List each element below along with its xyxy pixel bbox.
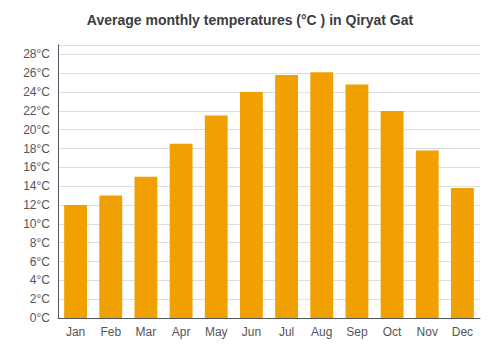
svg-text:Jul: Jul [279, 325, 294, 339]
svg-text:18°C: 18°C [23, 142, 50, 156]
svg-text:6°C: 6°C [30, 255, 50, 269]
svg-text:Sep: Sep [346, 325, 368, 339]
svg-text:Jan: Jan [66, 325, 85, 339]
svg-text:Aug: Aug [311, 325, 332, 339]
svg-text:May: May [205, 325, 228, 339]
svg-text:Nov: Nov [417, 325, 438, 339]
svg-text:4°C: 4°C [30, 273, 50, 287]
svg-text:24°C: 24°C [23, 85, 50, 99]
svg-text:10°C: 10°C [23, 217, 50, 231]
svg-text:20°C: 20°C [23, 123, 50, 137]
svg-text:28°C: 28°C [23, 47, 50, 61]
svg-text:2°C: 2°C [30, 292, 50, 306]
svg-text:Dec: Dec [452, 325, 473, 339]
svg-text:Apr: Apr [172, 325, 191, 339]
svg-text:Mar: Mar [136, 325, 157, 339]
svg-text:Average monthly temperatures (: Average monthly temperatures (°C ) in Qi… [87, 12, 414, 28]
svg-text:12°C: 12°C [23, 198, 50, 212]
svg-text:22°C: 22°C [23, 104, 50, 118]
svg-text:26°C: 26°C [23, 66, 50, 80]
svg-text:8°C: 8°C [30, 236, 50, 250]
svg-text:Feb: Feb [100, 325, 121, 339]
svg-text:0°C: 0°C [30, 311, 50, 325]
svg-text:Oct: Oct [383, 325, 402, 339]
svg-text:16°C: 16°C [23, 160, 50, 174]
svg-text:14°C: 14°C [23, 179, 50, 193]
svg-text:Jun: Jun [242, 325, 261, 339]
